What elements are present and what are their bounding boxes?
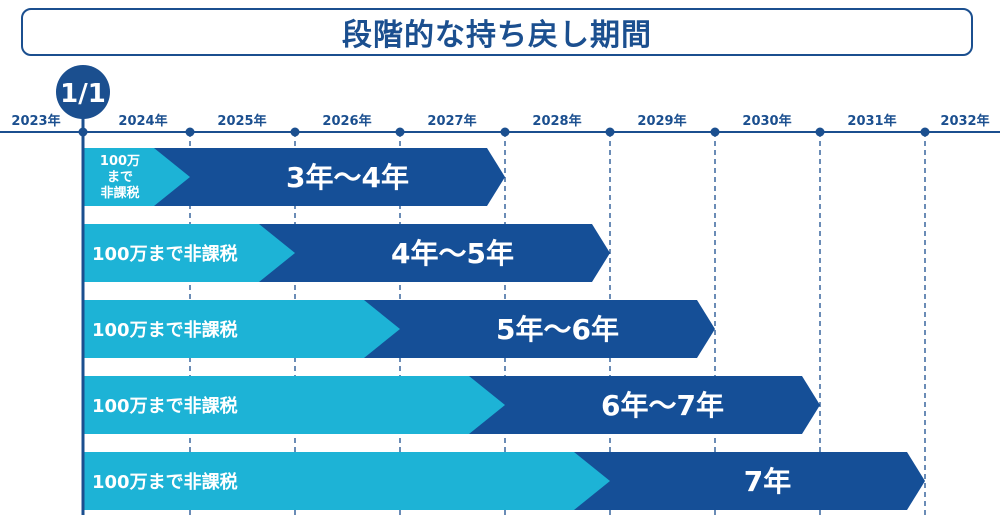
- period-label: 4年〜5年: [391, 237, 514, 270]
- page-title: 段階的な持ち戻し期間: [342, 18, 652, 53]
- axis-dot: [290, 127, 300, 137]
- axis-dot: [815, 127, 825, 137]
- tax-free-chevron: [83, 148, 190, 206]
- tax-free-label: 非課税: [100, 185, 139, 201]
- period-label: 6年〜7年: [601, 389, 724, 422]
- axis-dot: [78, 127, 88, 137]
- axis-dot: [185, 127, 195, 137]
- tax-free-label: 100万: [100, 154, 140, 169]
- start-marker-label: 1/1: [60, 79, 106, 109]
- start-marker: [56, 65, 110, 119]
- year-label: 2032年: [940, 113, 989, 129]
- tax-free-label: 100万まで非課税: [92, 243, 238, 265]
- tax-free-label: 100万まで非課税: [92, 319, 238, 341]
- axis-dot: [395, 127, 405, 137]
- year-label: 2023年: [11, 113, 60, 129]
- year-label: 2026年: [322, 113, 371, 129]
- year-label: 2030年: [742, 113, 791, 129]
- axis-dot: [710, 127, 720, 137]
- period-label: 7年: [744, 465, 791, 498]
- tax-free-chevron: [83, 376, 505, 434]
- year-label: 2027年: [427, 113, 476, 129]
- year-label: 2028年: [532, 113, 581, 129]
- year-label: 2031年: [847, 113, 896, 129]
- year-label: 2025年: [217, 113, 266, 129]
- tax-free-chevron: [83, 452, 610, 510]
- period-label: 3年〜4年: [286, 161, 409, 194]
- year-label: 2029年: [637, 113, 686, 129]
- tax-free-label: 100万まで非課税: [92, 395, 238, 417]
- axis-dot: [605, 127, 615, 137]
- tax-free-label: 100万まで非課税: [92, 471, 238, 493]
- period-arrow: [83, 148, 505, 206]
- tax-free-label: まで: [107, 170, 133, 185]
- title-box: 段階的な持ち戻し期間: [21, 8, 973, 56]
- axis-dot: [500, 127, 510, 137]
- year-label: 2024年: [118, 113, 167, 129]
- tax-free-chevron: [83, 300, 400, 358]
- period-label: 5年〜6年: [496, 313, 619, 346]
- tax-free-chevron: [83, 224, 295, 282]
- axis-dot: [920, 127, 930, 137]
